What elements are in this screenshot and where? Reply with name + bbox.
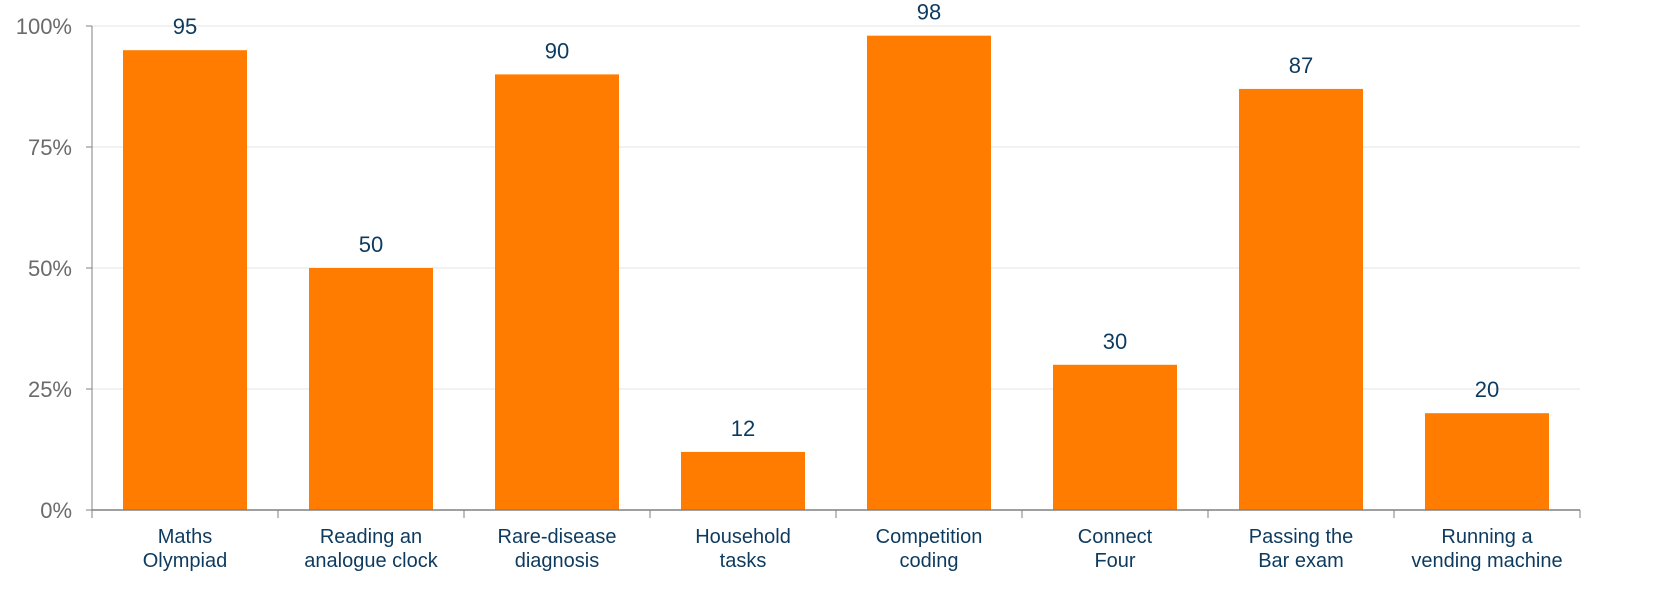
x-tick-label-line: Four [1094,550,1135,572]
data-label: 12 [731,416,755,441]
x-tick-label-line: Rare-disease [498,526,617,548]
x-tick-label: Connect Four [1078,526,1153,572]
x-tick-label: Running a vending machine [1411,526,1562,572]
data-label: 30 [1103,329,1127,354]
bars [123,35,1549,511]
bar [1239,88,1363,511]
x-tick-label: Household tasks [695,526,791,572]
data-label: 87 [1289,53,1313,78]
x-tick-label-line: Passing the [1249,526,1354,548]
bar [309,268,433,510]
x-tick-label-line: Household [695,526,791,548]
x-tick-label-line: diagnosis [515,550,600,572]
data-label: 95 [173,14,197,39]
x-tick-label: Competition coding [876,526,983,572]
bar [1425,413,1549,510]
x-tick-label-line: Olympiad [143,550,227,572]
x-tick-label-line: Maths [158,526,212,548]
x-tick-label: Maths Olympiad [143,526,227,572]
x-tick-label-line: Competition [876,526,983,548]
y-tick-label: 50% [28,256,72,281]
labels: 0% 25% 50% 75% 100% 95 Maths Olympiad 50 Reading … [16,0,1563,572]
data-label: 50 [359,232,383,257]
bar [123,50,247,510]
bar [681,451,805,510]
bar [1053,364,1177,510]
y-tick-label: 100% [16,14,72,39]
x-tick-label-line: Connect [1078,526,1153,548]
x-tick-label-line: Running a [1441,526,1533,548]
x-tick-label-line: Reading an [320,526,422,548]
x-tick-label-line: Bar exam [1258,550,1344,572]
x-tick-label-line: coding [900,550,959,572]
x-tick-label: Passing the Bar exam [1249,526,1354,572]
y-tick-label: 75% [28,135,72,160]
x-tick-label: Rare-disease diagnosis [498,526,617,572]
x-tick-label-line: vending machine [1411,550,1562,572]
x-tick-label: Reading an analogue clock [304,526,438,572]
x-tick-label-line: analogue clock [304,550,438,572]
bar [495,74,619,511]
y-tick-label: 0% [40,498,72,523]
data-label: 98 [917,0,941,25]
data-label: 20 [1475,377,1499,402]
axes [86,25,1581,518]
data-label: 90 [545,38,569,63]
bar [867,35,991,511]
x-tick-label-line: tasks [720,550,767,572]
y-tick-label: 25% [28,377,72,402]
